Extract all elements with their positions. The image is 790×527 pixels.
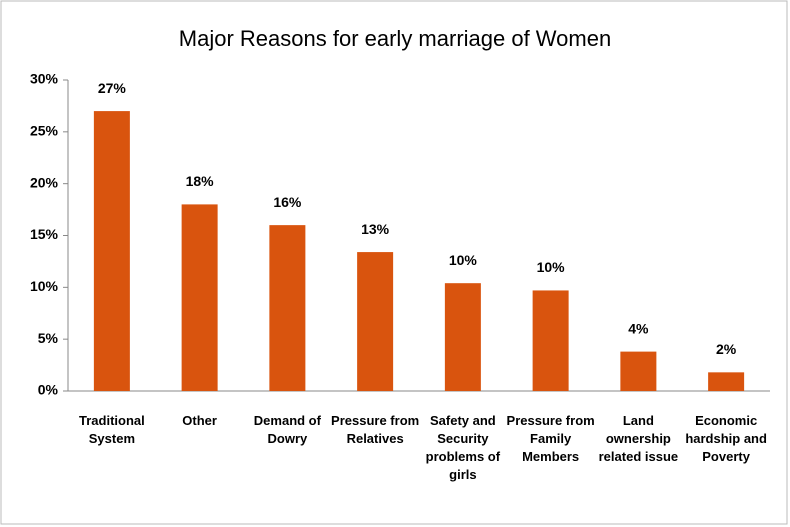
data-label: 10% — [537, 259, 566, 275]
bar — [444, 283, 481, 391]
y-tick-label: 30% — [30, 71, 59, 87]
y-tick-label: 15% — [30, 226, 59, 242]
data-label: 4% — [628, 320, 649, 336]
y-tick-label: 20% — [30, 174, 59, 190]
bar — [357, 252, 394, 391]
y-tick-label: 0% — [38, 382, 59, 398]
x-tick-label: Pressure from Family Members — [506, 413, 595, 464]
x-tick-label: Pressure from Relatives — [331, 413, 420, 446]
x-tick-label: Safety and Security problems of girls — [425, 413, 501, 482]
x-tick-label: Land ownership related issue — [598, 413, 679, 464]
y-tick-label: 10% — [30, 278, 59, 294]
x-tick-label: Economic hardship and Poverty — [685, 413, 767, 464]
data-label: 13% — [361, 221, 390, 237]
bar — [93, 111, 130, 391]
bar — [269, 225, 306, 391]
bar — [532, 290, 569, 391]
y-tick-label: 25% — [30, 123, 59, 139]
bar — [708, 372, 745, 391]
x-tick-label: Traditional System — [79, 413, 145, 446]
data-label: 18% — [186, 173, 215, 189]
y-tick-label: 5% — [38, 330, 59, 346]
data-label: 2% — [716, 341, 737, 357]
data-label: 27% — [98, 80, 127, 96]
bar — [181, 204, 218, 391]
chart-title: Major Reasons for early marriage of Wome… — [179, 26, 611, 51]
data-label: 16% — [273, 194, 302, 210]
data-label: 10% — [449, 252, 478, 268]
bar — [620, 351, 657, 391]
x-tick-label: Demand of Dowry — [253, 413, 321, 446]
x-tick-label: Other — [182, 413, 217, 428]
